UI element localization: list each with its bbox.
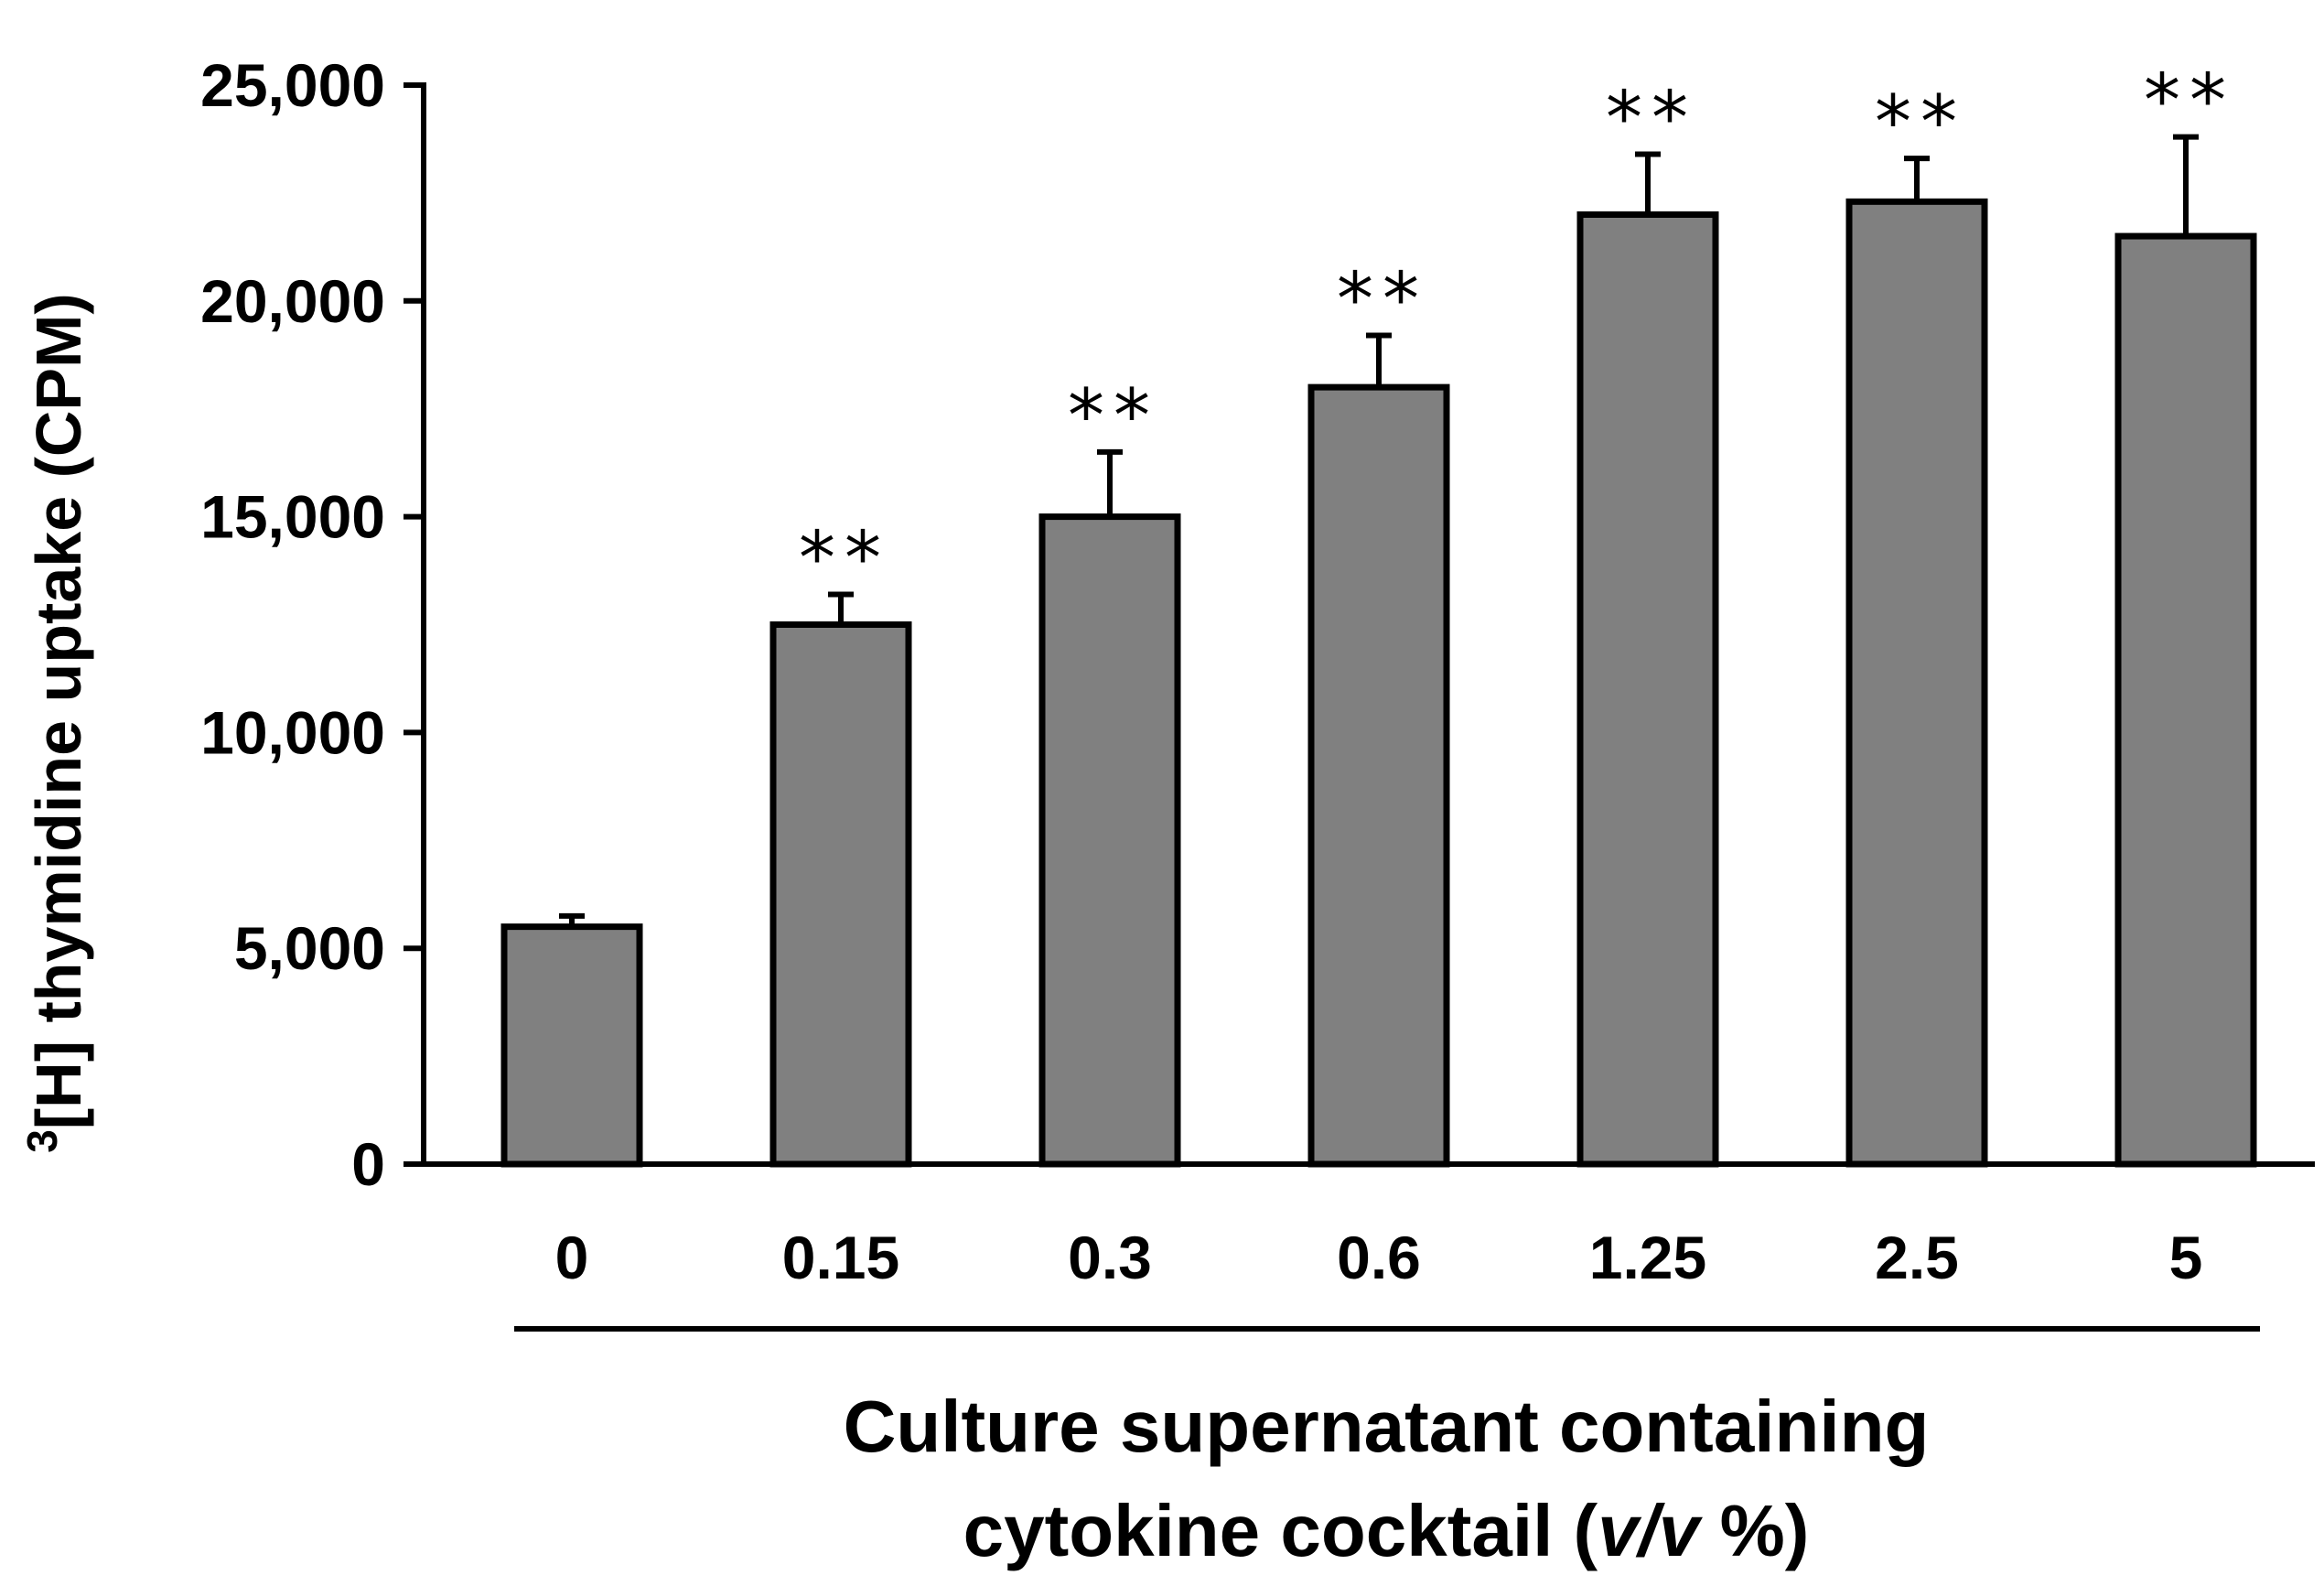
y-tick-label: 0 [351, 1130, 385, 1198]
x-axis-label-line2: cytokine cocktail (v/v %) [963, 1490, 1810, 1571]
bar [769, 621, 912, 1168]
y-tick-label: 15,000 [200, 483, 385, 551]
x-tick-label: 0 [555, 1224, 589, 1291]
bar [500, 923, 643, 1168]
bar [1845, 198, 1988, 1168]
x-tick-label: 2.5 [1875, 1224, 1959, 1291]
significance-marker: ** [1068, 373, 1159, 459]
significance-marker: ** [1606, 75, 1697, 160]
x-tick-label: 0.3 [1068, 1224, 1152, 1291]
bar [1038, 513, 1181, 1168]
x-axis: 0 0.15 0.3 0.6 1.25 2.5 5 [421, 1161, 2315, 1291]
x-axis-label-line1: Culture supernatant containing [844, 1386, 1930, 1467]
y-tick-label: 5,000 [234, 914, 385, 982]
significance-marker: ** [2144, 59, 2235, 144]
significance-marker: ** [1875, 80, 1966, 165]
bars: ** ** ** ** ** ** [500, 59, 2257, 1168]
y-tick-label: 10,000 [200, 698, 385, 766]
x-tick-label: 0.15 [782, 1224, 899, 1291]
significance-marker: ** [799, 515, 890, 600]
y-tick-label: 25,000 [200, 51, 385, 119]
bar [2114, 232, 2257, 1168]
significance-marker: ** [1337, 257, 1428, 342]
y-tick-label: 20,000 [200, 267, 385, 335]
x-tick-label: 5 [2169, 1224, 2203, 1291]
y-axis: 0 5,000 10,000 15,000 20,000 25,000 [200, 51, 426, 1198]
x-tick-label: 0.6 [1337, 1224, 1421, 1291]
bar [1307, 383, 1450, 1168]
y-axis-label: 3[H] thymidine uptake (CPM) [18, 293, 94, 1153]
bar [1576, 210, 1719, 1168]
x-tick-label: 1.25 [1589, 1224, 1706, 1291]
